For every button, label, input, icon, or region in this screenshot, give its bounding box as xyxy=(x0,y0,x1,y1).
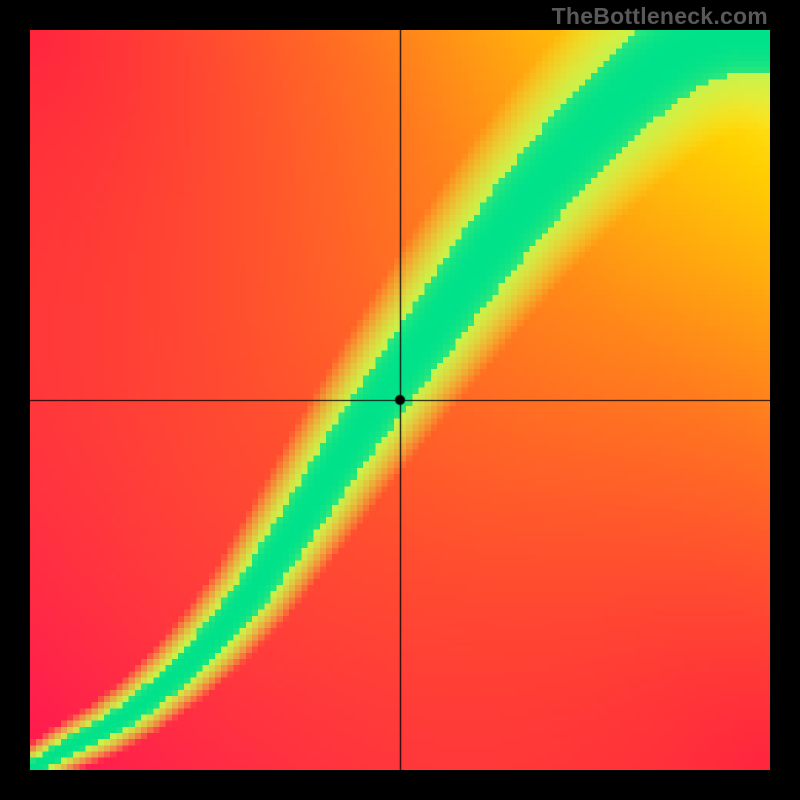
crosshair-overlay xyxy=(30,30,770,770)
watermark-label: TheBottleneck.com xyxy=(552,3,768,30)
chart-stage: { "canvas": { "width": 800, "height": 80… xyxy=(0,0,800,800)
